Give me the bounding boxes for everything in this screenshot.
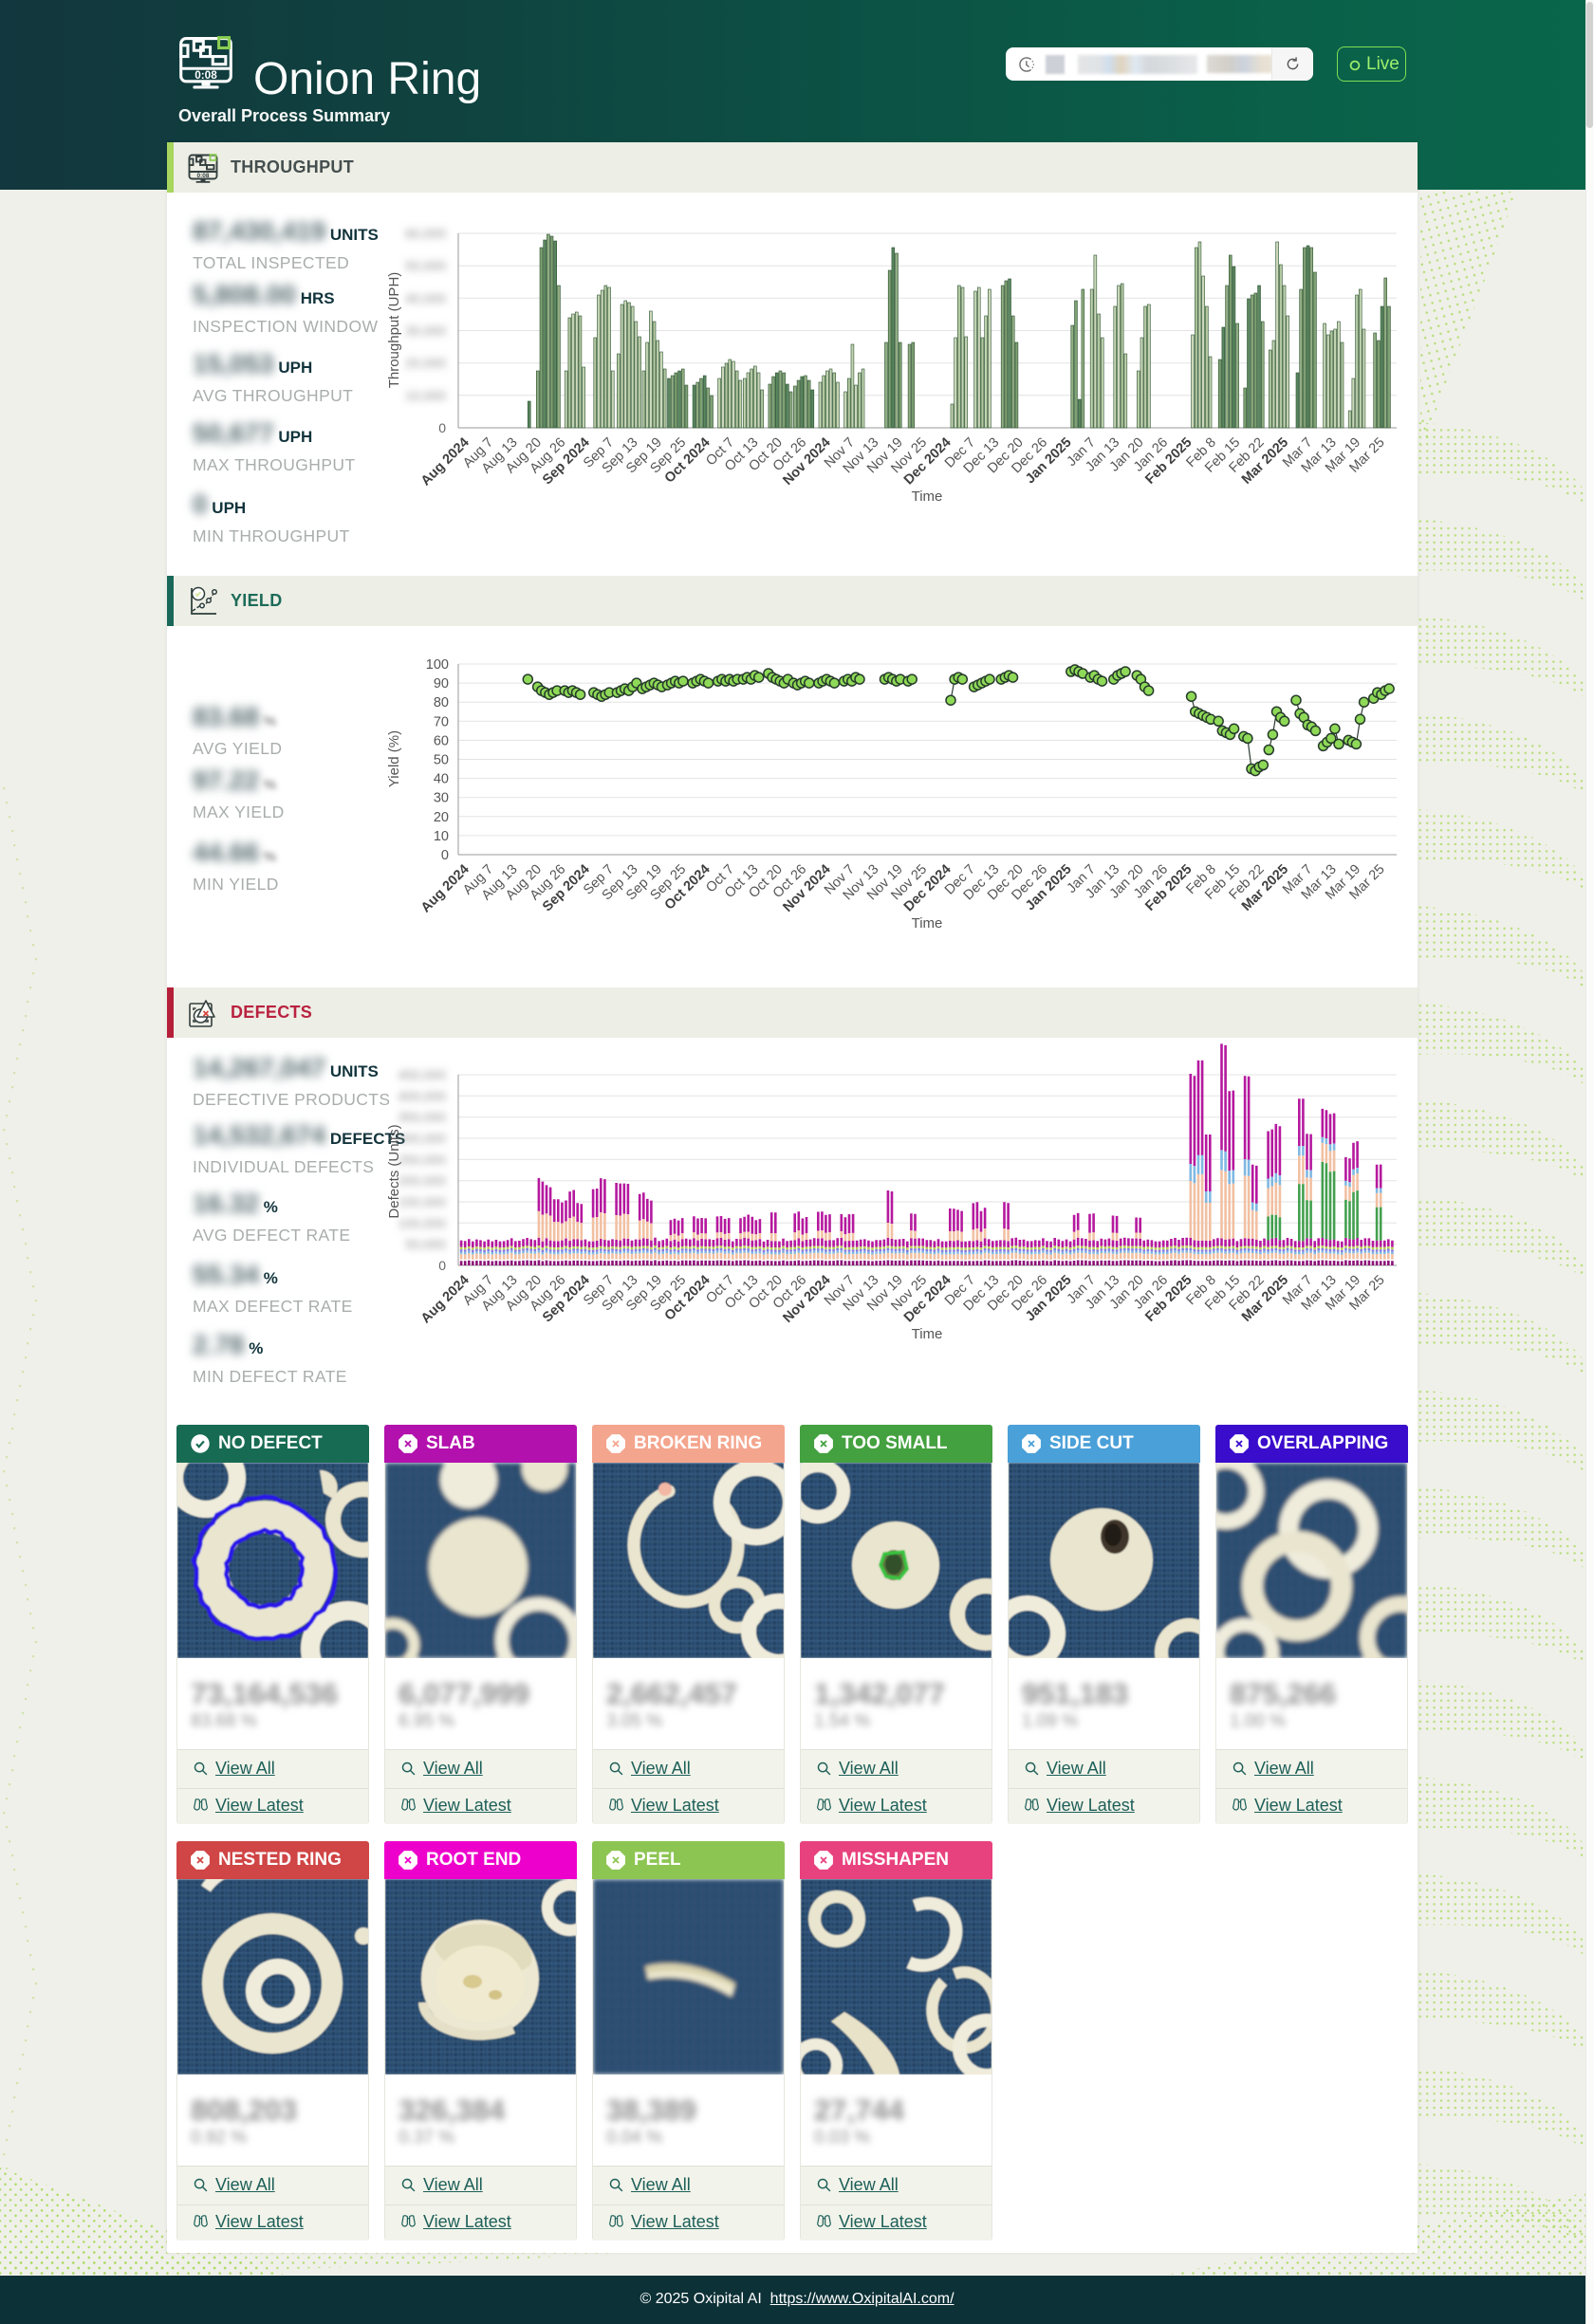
svg-text:50,000: 50,000 [405,258,446,273]
svg-text:90: 90 [434,676,449,692]
svg-text:10,000: 10,000 [405,388,446,403]
svg-text:300,000: 300,000 [398,1131,446,1146]
svg-text:0:08: 0:08 [195,69,217,82]
svg-text:200,000: 200,000 [398,1173,446,1189]
svg-text:20,000: 20,000 [405,356,446,371]
svg-text:0:08: 0:08 [196,173,209,179]
svg-text:10: 10 [434,829,449,844]
svg-text:100,000: 100,000 [398,1215,446,1230]
svg-text:40,000: 40,000 [405,290,446,305]
svg-text:Time: Time [912,915,943,931]
svg-text:0: 0 [438,1258,446,1273]
svg-text:80: 80 [434,695,449,710]
svg-text:100: 100 [426,657,449,673]
svg-text:Time: Time [912,1326,943,1342]
svg-text:400,000: 400,000 [398,1088,446,1103]
svg-text:60,000: 60,000 [405,226,446,241]
svg-text:150,000: 150,000 [398,1194,446,1209]
svg-text:70: 70 [434,714,449,729]
svg-text:30: 30 [434,791,449,806]
svg-text:0: 0 [441,848,449,863]
svg-text:450,000: 450,000 [398,1067,446,1082]
svg-text:350,000: 350,000 [398,1110,446,1125]
svg-text:30,000: 30,000 [405,323,446,339]
svg-text:Time: Time [912,489,943,505]
svg-text:50,000: 50,000 [405,1237,446,1252]
svg-text:Throughput (UPH): Throughput (UPH) [386,272,402,389]
svg-text:Yield (%): Yield (%) [386,730,402,787]
svg-text:0: 0 [438,420,446,435]
svg-text:20: 20 [434,810,449,825]
svg-text:40: 40 [434,772,449,787]
svg-text:60: 60 [434,733,449,748]
svg-text:50: 50 [434,753,449,768]
svg-text:250,000: 250,000 [398,1152,446,1167]
svg-text:Defects (Units): Defects (Units) [386,1124,402,1218]
